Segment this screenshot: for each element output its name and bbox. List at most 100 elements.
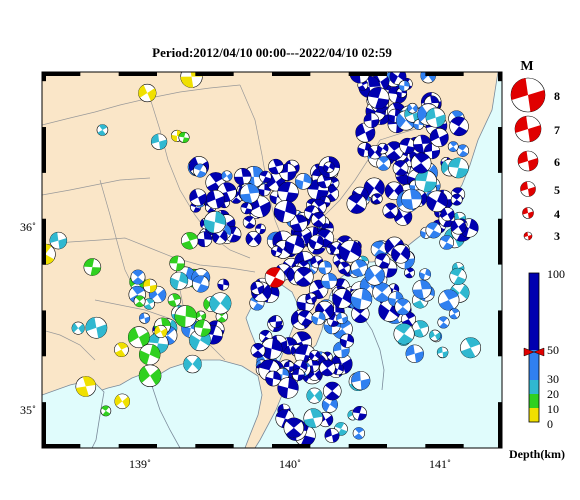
magnitude-label-8: 8 [554,89,560,103]
x-tick-label: 139˚ [129,457,151,471]
event-beachball [269,315,283,329]
event-beachball [290,214,308,233]
event-beachball [308,234,324,250]
frame-tick [348,72,387,76]
event-beachball [203,211,227,234]
event-beachball [398,80,410,92]
depth-band [529,408,539,422]
event-beachball [221,170,233,182]
event-beachball [142,278,158,293]
event-beachball [405,344,424,363]
event-beachball [245,230,262,247]
event-beachball [217,278,230,291]
depth-marker-icon [523,347,545,357]
depth-tick-30: 30 [547,372,559,386]
event-beachball [242,215,256,229]
frame-tick [118,72,157,76]
magnitude-symbol-7 [514,115,542,143]
event-beachball [273,200,297,223]
event-beachball [460,337,481,359]
event-beachball [239,183,260,204]
event-beachball [169,271,189,290]
event-beachball [332,288,353,309]
event-beachball [391,244,411,264]
map-frame [41,71,503,449]
event-beachball [392,160,409,176]
event-beachball [426,190,448,213]
event-beachball [352,427,366,440]
x-tick-label: 140˚ [279,457,301,471]
frame-tick [272,72,311,76]
magnitude-symbols [510,77,546,241]
event-beachball [337,261,351,275]
event-beachball [407,102,418,114]
event-beachball [363,112,380,129]
event-beachball [130,269,146,285]
event-beachball [83,258,102,276]
event-beachball [351,370,371,391]
event-beachball [440,207,455,222]
event-beachball [250,281,265,295]
event-beachball [382,202,399,219]
magnitude-symbol-6 [517,150,539,172]
event-beachball [138,364,162,388]
event-beachball [133,295,146,308]
event-beachball [437,316,450,329]
event-beachball [193,163,208,178]
frame-tick [348,444,387,448]
event-beachball [260,338,283,360]
event-beachball [49,231,68,250]
magnitude-label-5: 5 [554,183,560,197]
frame-tick [498,310,502,357]
event-beachball [306,387,323,404]
event-beachball [169,255,185,272]
magnitude-label-7: 7 [554,123,560,137]
event-beachball [143,298,155,310]
event-beachball [233,168,252,186]
frame-tick [42,72,81,76]
event-beachball [350,288,373,310]
event-beachball [75,376,97,397]
event-beachball [85,316,108,339]
event-beachball [412,279,432,299]
event-beachball [277,181,299,203]
magnitude-label-6: 6 [554,155,560,169]
event-beachball [127,326,150,349]
event-beachball [393,323,415,345]
frame-tick [195,72,234,76]
depth-tick-10: 10 [547,402,559,416]
depth-band [529,380,539,394]
event-beachball [277,377,299,399]
frame-tick [42,310,46,357]
highlight-event [264,267,286,288]
event-symbols [42,72,481,447]
event-beachball [321,396,339,413]
event-beachball [410,152,432,174]
frame-tick [498,402,502,448]
event-beachball [180,72,203,88]
event-beachball [138,343,161,366]
event-beachball [114,342,129,358]
frame-tick [118,444,157,448]
depth-legend: 100 50 30 20 10 0 Depth(km) [509,267,565,461]
event-beachball [374,253,391,269]
event-beachball [279,163,297,181]
x-tick-label: 141˚ [429,457,451,471]
event-beachball [318,260,332,275]
event-beachball [338,240,362,263]
magnitude-label-4: 4 [554,207,560,221]
event-beachball [339,333,355,348]
event-beachball [450,218,467,235]
x-axis-labels: 139˚ 140˚ 141˚ [129,457,451,471]
event-beachball [436,346,449,359]
event-beachball [404,267,415,279]
event-beachball [401,188,422,210]
event-beachball [311,212,327,228]
event-beachball [336,312,348,325]
event-beachball [319,359,336,377]
event-beachball [258,183,271,197]
event-beachball [195,310,207,322]
event-beachball [439,235,455,250]
event-beachball [259,170,272,183]
